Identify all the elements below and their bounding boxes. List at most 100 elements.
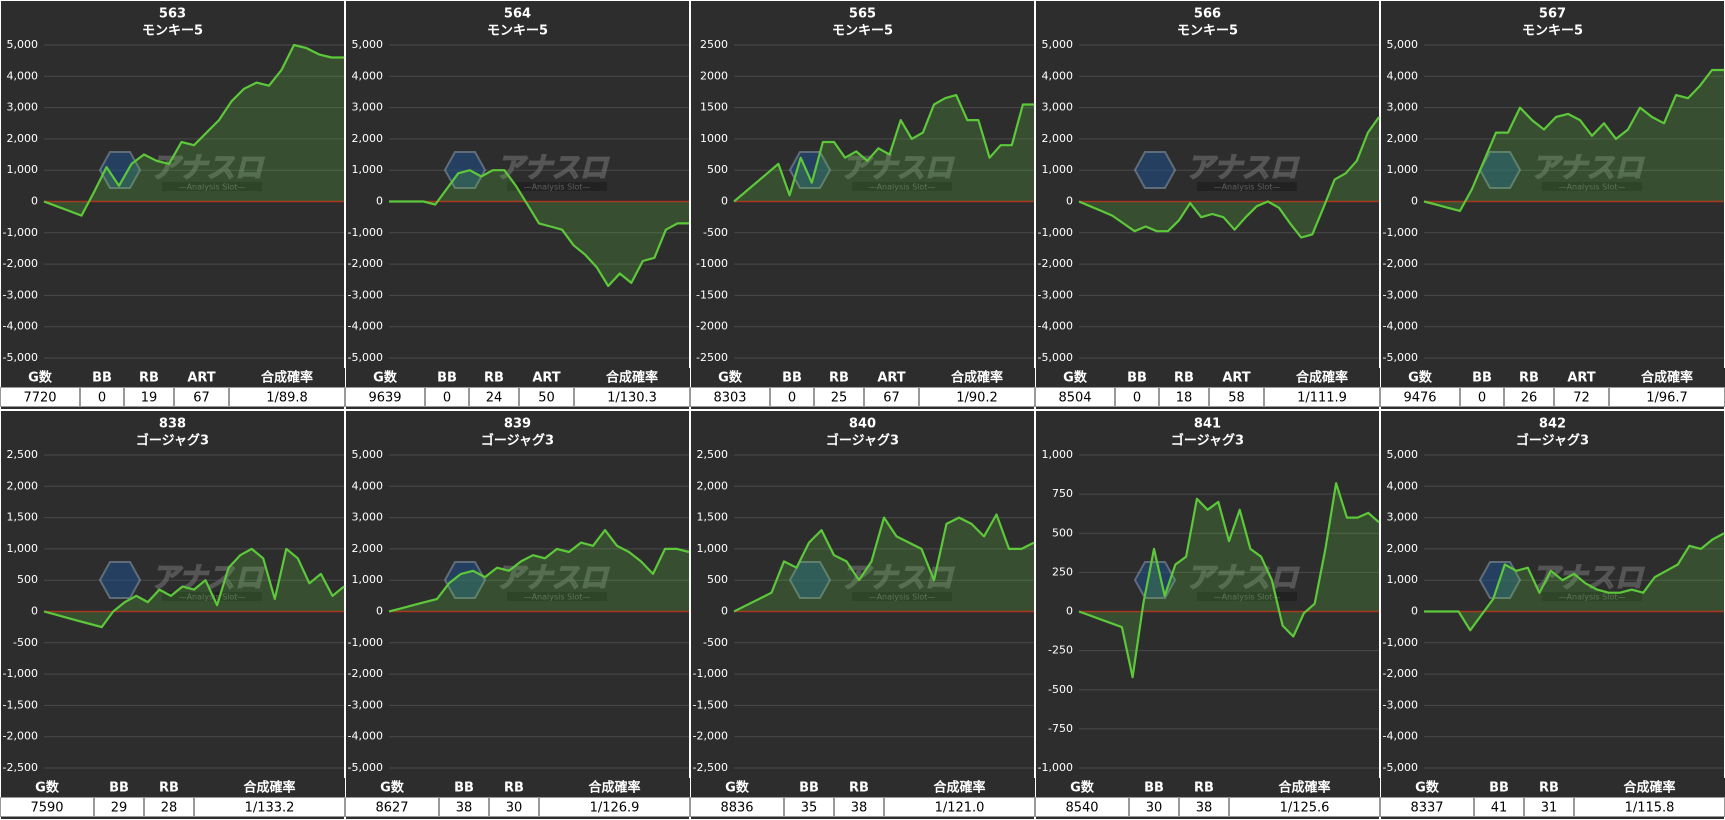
- table-cell: [174, 387, 229, 407]
- y-tick-label: 500: [1052, 526, 1073, 539]
- y-tick-label: 1,500: [7, 511, 39, 524]
- table-cell: [814, 387, 864, 407]
- y-tick-label: -500: [13, 636, 38, 649]
- area: [734, 514, 1034, 612]
- table-header: BB: [782, 371, 802, 386]
- table-header-cell: [1130, 778, 1179, 797]
- table-header: 合成確率: [1641, 370, 1693, 386]
- y-tick-label: 2,000: [7, 132, 39, 145]
- y-tick-label: -4,000: [348, 730, 383, 743]
- table-header-cell: [1210, 368, 1264, 387]
- y-tick-label: 2,000: [352, 132, 384, 145]
- table-value: 31: [1541, 801, 1558, 816]
- watermark-title: アナスロ: [1531, 561, 1644, 594]
- table-value: 18: [1176, 391, 1193, 406]
- table-header-cell: [1475, 778, 1524, 797]
- table-header: 合成確率: [243, 780, 295, 796]
- y-tick-label: -500: [1048, 683, 1073, 696]
- y-tick-label: 4,000: [352, 69, 384, 82]
- chart-title: 841: [1194, 417, 1221, 432]
- chart-subtitle: モンキー5: [832, 24, 893, 39]
- table-header-cell: [1160, 368, 1209, 387]
- table-header: BB: [1472, 371, 1492, 386]
- y-tick-label: 0: [1066, 605, 1073, 618]
- y-tick-label: 1,000: [352, 573, 384, 586]
- panel: 567 モンキー5 -5,000 -4,000 -3,000 -2,000 -1,000 0 1…: [1380, 1, 1725, 409]
- table-header: BB: [92, 371, 112, 386]
- panel-background: [346, 1, 689, 409]
- watermark-title: アナスロ: [841, 151, 954, 184]
- table-value: 9639: [368, 391, 401, 406]
- panel-background: [1, 1, 344, 409]
- watermark-tagline: —Analysis Slot—: [524, 593, 591, 602]
- table-header-cell: [1525, 778, 1574, 797]
- panel-background: [1381, 411, 1724, 819]
- table-cell: [919, 387, 1035, 407]
- y-tick-label: 750: [1052, 487, 1073, 500]
- table-header-cell: [920, 368, 1035, 387]
- watermark-title: アナスロ: [151, 561, 264, 594]
- y-tick-label: -3,000: [1383, 698, 1418, 711]
- chart-subtitle: ゴージャグ3: [1171, 433, 1244, 449]
- table-header: ART: [187, 371, 215, 386]
- table-cell: [1380, 797, 1474, 817]
- y-tick-label: -3,000: [3, 288, 38, 301]
- y-tick-label: 1500: [700, 101, 728, 114]
- area: [1079, 117, 1379, 238]
- y-tick-label: 5,000: [352, 38, 384, 51]
- panel-background: [1, 411, 344, 819]
- watermark-title: アナスロ: [1186, 151, 1299, 184]
- table-header: ART: [877, 371, 905, 386]
- chart-title: 563: [159, 7, 186, 22]
- y-tick-label: 4,000: [1042, 69, 1074, 82]
- table-value: 58: [1228, 391, 1245, 406]
- table-header: G数: [1408, 370, 1433, 386]
- y-tick-label: -4,000: [1383, 320, 1418, 333]
- table-header: 合成確率: [1623, 780, 1675, 796]
- y-tick-label: 4,000: [1387, 69, 1419, 82]
- y-tick-label: -2000: [696, 320, 728, 333]
- chart-subtitle: モンキー5: [1522, 24, 1583, 39]
- y-tick-label: -2,000: [348, 667, 383, 680]
- table-header-cell: [1036, 778, 1129, 797]
- table-header: RB: [1194, 781, 1214, 796]
- y-tick-label: -2,500: [693, 761, 728, 774]
- area: [389, 170, 689, 286]
- table-value: 29: [111, 801, 128, 816]
- line: [43, 43, 344, 217]
- y-tick-label: 3,000: [352, 511, 384, 524]
- table-value: 38: [1196, 801, 1213, 816]
- y-tick-label: -4,000: [348, 320, 383, 333]
- table-header-cell: [346, 778, 439, 797]
- y-tick-label: 0: [1411, 605, 1418, 618]
- table-header-cell: [1461, 368, 1504, 387]
- line: [389, 169, 689, 288]
- table-value: 0: [443, 391, 451, 406]
- y-tick-label: -5,000: [348, 351, 383, 364]
- table-cell: [864, 387, 919, 407]
- table-value: 7590: [30, 801, 63, 816]
- y-tick-label: -500: [703, 636, 728, 649]
- y-tick-label: 250: [1052, 565, 1073, 578]
- table-cell: [229, 387, 345, 407]
- table-value: 8627: [375, 801, 408, 816]
- watermark-logo: [1478, 151, 1522, 189]
- table-value: 38: [851, 801, 868, 816]
- area: [44, 45, 344, 216]
- table-header: 合成確率: [588, 780, 640, 796]
- watermark-tagline: —Analysis Slot—: [1559, 593, 1626, 602]
- chart-title: 838: [159, 417, 186, 432]
- y-tick-label: -2,000: [3, 257, 38, 270]
- table-header: 合成確率: [606, 370, 658, 386]
- table-header-cell: [1180, 778, 1229, 797]
- table-value: 7720: [23, 391, 56, 406]
- table-cell: [1229, 797, 1380, 817]
- y-tick-label: 2,000: [1387, 542, 1419, 555]
- y-tick-label: 0: [31, 605, 38, 618]
- table-value: 1/133.2: [245, 801, 295, 816]
- y-tick-label: -1000: [696, 257, 728, 270]
- panel-background: [691, 411, 1034, 819]
- y-tick-label: 1,500: [697, 511, 729, 524]
- panel: 565 モンキー5 -2500 -2000 -1500 -1000 -500 0 500 1000…: [690, 1, 1035, 409]
- line: [1078, 116, 1380, 239]
